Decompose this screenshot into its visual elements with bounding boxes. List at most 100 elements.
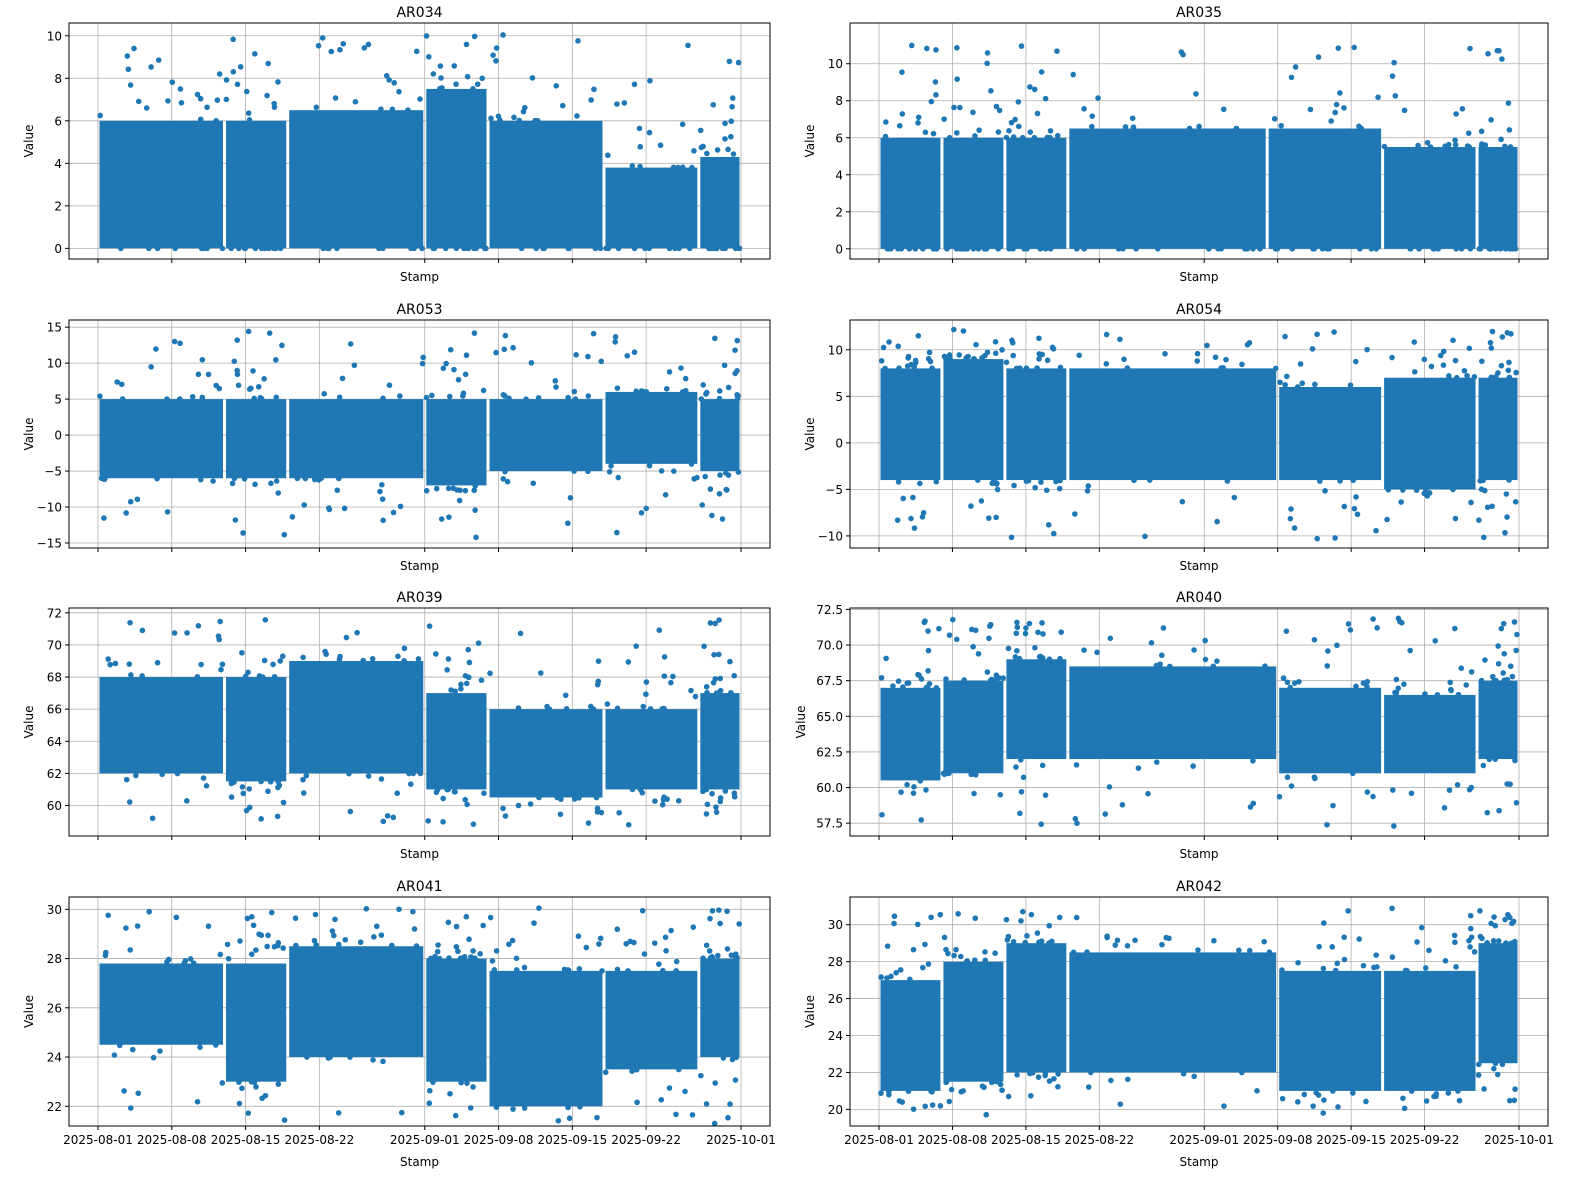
- data-point: [303, 772, 310, 779]
- y-tick-label: 5: [54, 393, 62, 407]
- data-point: [275, 1081, 282, 1087]
- data-point: [615, 245, 622, 252]
- data-point: [1311, 636, 1318, 643]
- data-point: [927, 358, 934, 365]
- data-point: [1018, 43, 1025, 49]
- data-point: [1315, 54, 1322, 60]
- data-point: [602, 1069, 609, 1076]
- data-point: [972, 133, 978, 139]
- data-point: [698, 1072, 704, 1079]
- data-point: [597, 935, 604, 942]
- data-point: [1011, 482, 1017, 489]
- data-point: [943, 946, 949, 953]
- data-point: [97, 393, 103, 399]
- data-point: [637, 143, 644, 150]
- data-point: [1133, 246, 1139, 252]
- data-point: [1334, 960, 1340, 967]
- data-band: [489, 399, 603, 472]
- data-point: [325, 1055, 332, 1061]
- data-point: [604, 701, 611, 707]
- data-point: [728, 118, 735, 125]
- data-point: [444, 786, 450, 793]
- data-point: [1334, 642, 1340, 649]
- data-band: [1279, 687, 1382, 774]
- data-point: [995, 129, 1002, 135]
- data-point: [1291, 680, 1298, 686]
- y-tick-label: 20: [828, 1103, 843, 1117]
- data-point: [995, 246, 1002, 252]
- data-point: [234, 81, 241, 88]
- data-point: [1495, 938, 1502, 944]
- data-point: [440, 365, 447, 372]
- data-point: [595, 658, 602, 664]
- data-point: [713, 804, 719, 810]
- y-tick-label: 6: [835, 131, 843, 145]
- data-point: [123, 776, 130, 783]
- data-point: [1489, 328, 1496, 335]
- data-point: [605, 245, 612, 252]
- data-point: [231, 358, 238, 365]
- data-point: [1119, 801, 1126, 808]
- data-point: [225, 955, 232, 962]
- data-point: [271, 943, 278, 950]
- data-point: [1215, 246, 1221, 252]
- data-point: [1459, 106, 1466, 112]
- data-point: [351, 362, 358, 369]
- data-point: [1479, 143, 1485, 150]
- data-point: [1411, 339, 1418, 345]
- data-point: [1373, 527, 1379, 534]
- data-point: [1020, 774, 1027, 781]
- data-point: [1294, 384, 1301, 390]
- data-point: [954, 76, 961, 82]
- y-tick-label: 0: [835, 436, 843, 450]
- data-point: [1364, 789, 1371, 795]
- data-point: [361, 45, 368, 51]
- data-point: [1329, 944, 1336, 950]
- subplot-title: AR042: [1176, 879, 1222, 895]
- data-point: [1157, 661, 1163, 667]
- y-tick-label: 72: [47, 606, 62, 620]
- data-point: [527, 801, 534, 807]
- data-point: [926, 349, 933, 356]
- data-point: [216, 636, 222, 643]
- data-point: [134, 496, 141, 503]
- data-point: [134, 923, 141, 929]
- data-point: [1488, 374, 1495, 381]
- data-point: [592, 245, 599, 252]
- y-tick-label: 2: [835, 205, 843, 219]
- data-point: [335, 475, 342, 482]
- data-point: [1487, 339, 1494, 346]
- x-axis-label: Stamp: [400, 559, 439, 573]
- data-point: [1231, 494, 1238, 501]
- data-point: [1507, 663, 1514, 670]
- data-point: [682, 1088, 688, 1095]
- data-point: [1239, 361, 1245, 368]
- data-point: [463, 913, 470, 920]
- data-point: [513, 955, 520, 962]
- data-point: [987, 677, 994, 684]
- data-point: [1442, 957, 1449, 964]
- data-band: [489, 709, 603, 798]
- data-point: [430, 1079, 436, 1085]
- data-point: [707, 620, 714, 626]
- data-point: [500, 391, 507, 398]
- data-point: [1341, 956, 1348, 963]
- y-tick-label: 60: [47, 799, 62, 813]
- data-point: [676, 245, 682, 252]
- data-point: [417, 96, 423, 102]
- data-point: [1442, 143, 1448, 150]
- data-point: [1310, 1103, 1316, 1109]
- y-tick-label: 66: [47, 703, 62, 717]
- data-point: [250, 368, 256, 374]
- data-point: [1307, 106, 1314, 113]
- data-point: [341, 505, 348, 512]
- data-point: [437, 63, 444, 69]
- data-point: [258, 816, 264, 822]
- data-point: [943, 1079, 949, 1086]
- data-point: [641, 951, 648, 957]
- data-point: [439, 85, 445, 91]
- data-point: [273, 478, 280, 484]
- data-point: [1478, 677, 1485, 684]
- data-point: [312, 911, 319, 918]
- data-point: [502, 332, 509, 339]
